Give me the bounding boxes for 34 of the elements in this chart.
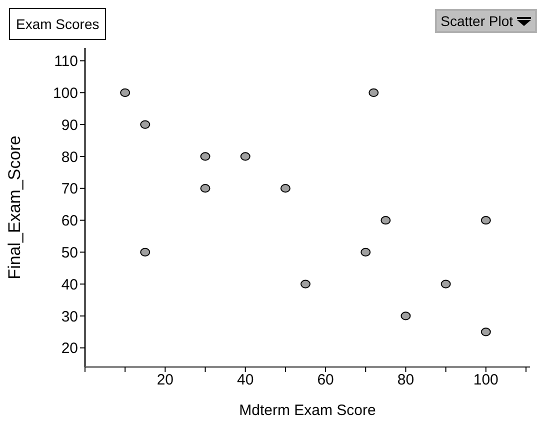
x-tick-label: 20 xyxy=(156,372,174,389)
point xyxy=(380,216,391,225)
x-axis-title: Mdterm Exam Score xyxy=(239,402,376,419)
x-tick-label: 60 xyxy=(317,372,334,389)
y-axis-title: Final_Exam_Score xyxy=(5,136,24,280)
point xyxy=(400,312,411,320)
point xyxy=(280,184,290,193)
point xyxy=(368,88,379,97)
y-tick-label: 20 xyxy=(61,340,78,358)
y-tick-label: 90 xyxy=(61,116,78,134)
dropdown: Scatter Plot xyxy=(434,9,537,33)
point xyxy=(300,280,310,288)
point xyxy=(140,120,150,129)
x-tick-label: 40 xyxy=(237,372,254,389)
y-tick-label: 30 xyxy=(61,308,78,326)
point xyxy=(140,248,150,256)
y-tick-label: 80 xyxy=(61,148,78,166)
y-tick-label: 110 xyxy=(54,53,78,70)
x-tick-label: 80 xyxy=(397,372,414,389)
x-tick-label: 100 xyxy=(473,372,498,389)
point xyxy=(360,248,371,256)
point xyxy=(480,216,491,225)
point xyxy=(200,152,210,161)
y-tick-label: 40 xyxy=(61,276,78,294)
y-tick-label: 70 xyxy=(61,180,78,198)
point xyxy=(440,280,451,288)
point xyxy=(240,152,250,161)
point xyxy=(120,88,130,97)
y-tick-label: 60 xyxy=(61,212,78,230)
y-tick-label: 50 xyxy=(61,244,78,262)
y-tick-label: 100 xyxy=(52,84,78,102)
point xyxy=(200,184,210,193)
chart-title: Exam Scores xyxy=(9,8,106,40)
point xyxy=(480,328,491,336)
